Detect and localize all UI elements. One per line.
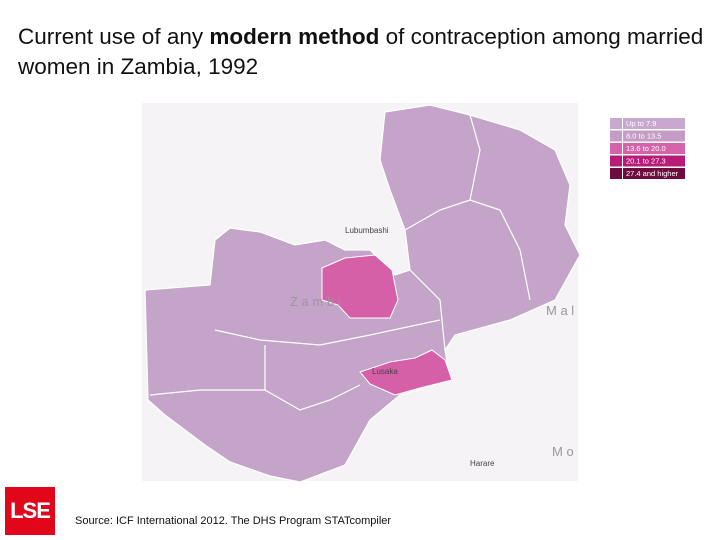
city-label: Harare <box>470 459 495 468</box>
province-border <box>409 269 446 351</box>
legend-band <box>623 155 685 167</box>
region-highlight <box>359 349 453 396</box>
title-bold: modern method <box>209 24 380 49</box>
legend-label: 20.1 to 27.3 <box>626 156 666 165</box>
legend-swatch <box>610 143 622 154</box>
province-border <box>214 319 441 346</box>
province-border <box>469 114 481 201</box>
legend-band <box>623 130 685 142</box>
legend-band <box>623 168 685 179</box>
source: Source: ICF International 2012. The DHS … <box>75 515 392 527</box>
legend-swatch <box>610 155 622 167</box>
city-label: Lusaka <box>372 367 398 376</box>
legend-band <box>623 118 685 129</box>
legend-swatch <box>610 168 622 179</box>
legend-band <box>623 143 685 154</box>
legend-label: 27.4 and higher <box>626 169 679 178</box>
region-highlight <box>321 254 399 319</box>
legend-swatch <box>610 118 622 129</box>
title: Current use of any modern method of cont… <box>18 22 708 82</box>
legend: Up to 7.9 8.0 to 13.5 13.6 to 20.0 20.1 to … <box>610 118 685 179</box>
country-label: Z a m b i <box>290 294 341 309</box>
province-border <box>149 389 265 396</box>
title-text: of contraception among married women in … <box>18 24 704 79</box>
province-border <box>264 345 361 411</box>
title-text: Current use of any <box>18 24 210 49</box>
logo: LSE <box>5 487 55 535</box>
legend-swatch <box>610 130 622 142</box>
country-label: M o <box>552 444 574 459</box>
legend-label: 8.0 to 13.5 <box>626 131 661 140</box>
province-border <box>404 199 531 301</box>
legend-label: Up to 7.9 <box>626 119 656 128</box>
legend-label: 13.6 to 20.0 <box>626 144 666 153</box>
country-label: M a l <box>546 303 574 318</box>
city-label: Lubumbashi <box>345 226 389 235</box>
